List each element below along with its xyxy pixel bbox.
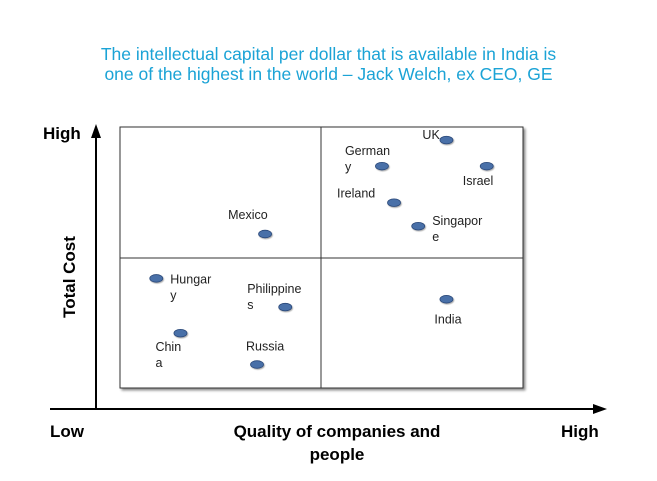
point-label-israel: Israel	[463, 174, 494, 188]
point-label-philippines-line-2: s	[247, 298, 253, 312]
y-axis-arrow-icon	[91, 124, 101, 138]
x-low-label: Low	[50, 422, 85, 441]
scatter-points: UK German y Israel Ireland Singapor e Mexico Hun…	[149, 128, 494, 370]
point-philippines	[278, 302, 293, 312]
point-label-ireland: Ireland	[337, 187, 375, 201]
point-label-singapore-line-2: e	[432, 230, 439, 244]
point-mexico	[258, 229, 272, 239]
point-label-russia: Russia	[246, 340, 284, 354]
point-label-hungary-line-2: y	[170, 288, 177, 302]
x-high-label: High	[561, 422, 599, 441]
x-axis-label-line-1: Quality of companies and	[234, 422, 441, 441]
chart-title: The intellectual capital per dollar that…	[20, 44, 637, 84]
y-axis-label: Total Cost	[60, 236, 79, 318]
point-label-germany-line-2: y	[345, 160, 352, 174]
point-china	[173, 328, 188, 338]
point-label-singapore-line-1: Singapor	[432, 214, 482, 228]
x-axis-arrow-icon	[593, 404, 607, 414]
point-germany	[375, 161, 389, 171]
point-india	[439, 295, 454, 304]
point-label-china-line-1: Chin	[155, 340, 181, 354]
point-label-philippines-line-1: Philippine	[247, 282, 301, 296]
point-ireland	[387, 198, 401, 207]
chart-title-line-2: one of the highest in the world – Jack W…	[104, 64, 553, 84]
y-high-label: High	[43, 124, 81, 143]
chart-title-line-1: The intellectual capital per dollar that…	[100, 44, 557, 64]
point-russia	[250, 360, 264, 369]
point-label-uk: UK	[422, 128, 440, 142]
point-israel	[479, 161, 494, 171]
point-label-india: India	[434, 312, 461, 326]
point-label-germany-line-1: German	[345, 144, 390, 158]
point-label-hungary-line-1: Hungar	[170, 272, 211, 286]
point-label-china-line-2: a	[155, 356, 162, 370]
point-label-mexico: Mexico	[228, 208, 268, 222]
x-axis-label-line-2: people	[310, 445, 365, 464]
point-hungary	[149, 274, 164, 283]
point-singapore	[411, 221, 426, 231]
point-uk	[439, 135, 454, 145]
